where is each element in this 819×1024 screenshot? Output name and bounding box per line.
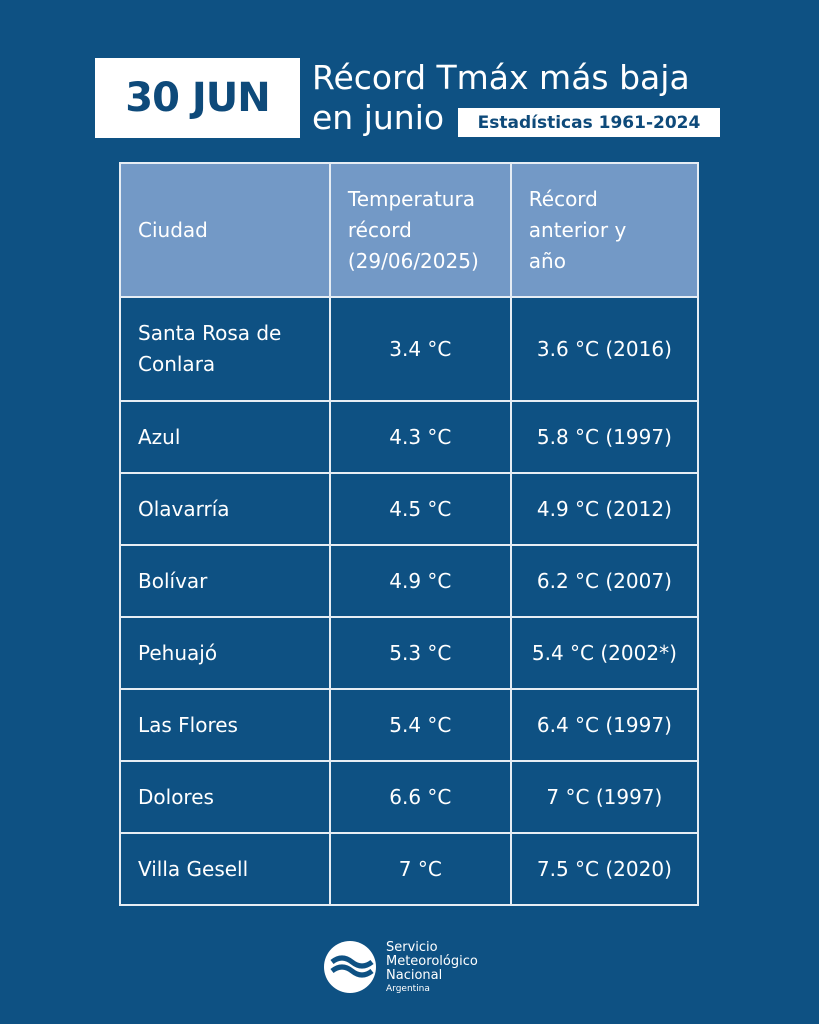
table-cell: 6.2 °C (2007): [509, 544, 700, 618]
table-cell: 5.8 °C (1997): [509, 400, 700, 474]
table-cell: 7.5 °C (2020): [509, 832, 700, 906]
table-cell: 4.9 °C (2012): [509, 472, 700, 546]
logo: Servicio Meteorológico Nacional Argentin…: [324, 940, 478, 994]
table-row: Pehuajó 5.3 °C 5.4 °C (2002*): [119, 616, 700, 690]
table-cell: Bolívar: [119, 544, 331, 618]
records-table: Ciudad Temperatura récord (29/06/2025) Réc…: [119, 162, 700, 906]
table-cell: 6.4 °C (1997): [509, 688, 700, 762]
table-row: Olavarría 4.5 °C 4.9 °C (2012): [119, 472, 700, 546]
table-cell: 6.6 °C: [328, 760, 512, 834]
table-cell: 4.5 °C: [328, 472, 512, 546]
column-header: Temperatura récord (29/06/2025): [328, 162, 512, 298]
table-cell: 7 °C (1997): [509, 760, 700, 834]
logo-text: Meteorológico: [386, 954, 478, 969]
date-badge: 30 JUN: [95, 58, 300, 138]
table-row: Santa Rosa de Conlara 3.4 °C 3.6 °C (2016): [119, 296, 700, 402]
table-cell: Las Flores: [119, 688, 331, 762]
table-cell: 3.6 °C (2016): [509, 296, 700, 402]
table-row: Villa Gesell 7 °C 7.5 °C (2020): [119, 832, 700, 906]
table-row: Las Flores 5.4 °C 6.4 °C (1997): [119, 688, 700, 762]
table-cell: 7 °C: [328, 832, 512, 906]
table-cell: Dolores: [119, 760, 331, 834]
table-cell: 4.9 °C: [328, 544, 512, 618]
table-cell: Villa Gesell: [119, 832, 331, 906]
table-cell: 5.3 °C: [328, 616, 512, 690]
column-header: Récord anterior y año: [509, 162, 700, 298]
table-cell: 4.3 °C: [328, 400, 512, 474]
table-cell: 5.4 °C (2002*): [509, 616, 700, 690]
title: Récord Tmáx más baja: [312, 58, 690, 97]
table-cell: Pehuajó: [119, 616, 331, 690]
table-cell: Santa Rosa de Conlara: [119, 296, 331, 402]
table-cell: Olavarría: [119, 472, 331, 546]
title: en junio: [312, 98, 445, 137]
header-row: Ciudad Temperatura récord (29/06/2025) Réc…: [119, 162, 700, 298]
table-row: Bolívar 4.9 °C 6.2 °C (2007): [119, 544, 700, 618]
subtitle-badge: Estadísticas 1961-2024: [458, 108, 720, 137]
table-cell: Azul: [119, 400, 331, 474]
logo-country: Argentina: [386, 984, 430, 994]
column-header: Ciudad: [119, 162, 331, 298]
logo-text: Servicio: [386, 940, 438, 955]
logo-text: Nacional: [386, 968, 442, 983]
table-row: Dolores 6.6 °C 7 °C (1997): [119, 760, 700, 834]
table-cell: 3.4 °C: [328, 296, 512, 402]
table-cell: 5.4 °C: [328, 688, 512, 762]
table-row: Azul 4.3 °C 5.8 °C (1997): [119, 400, 700, 474]
